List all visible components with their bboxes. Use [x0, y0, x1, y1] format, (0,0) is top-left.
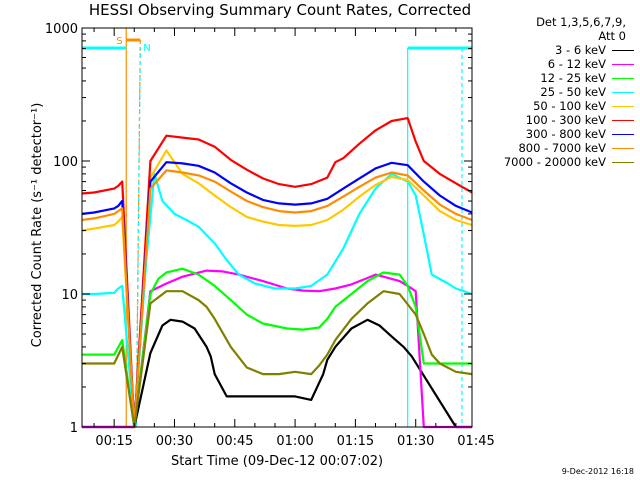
legend-swatch — [612, 49, 634, 51]
x-tick-label: 00:45 — [216, 434, 253, 449]
y-tick-label: 1 — [70, 421, 78, 436]
legend-entry-label: 12 - 25 keV — [540, 71, 606, 85]
legend-swatch — [612, 147, 634, 149]
legend-swatch — [612, 63, 634, 65]
x-tick-label: 00:30 — [156, 434, 193, 449]
y-tick-label: 1000 — [45, 22, 78, 37]
x-axis-label: Start Time (09-Dec-12 00:07:02) — [170, 454, 384, 469]
saa-label: S — [116, 36, 122, 47]
series-line-0 — [82, 318, 472, 429]
legend-entry-label: 25 - 50 keV — [540, 85, 606, 99]
legend-entry-label: 50 - 100 keV — [533, 99, 606, 113]
legend-entry: 6 - 12 keV — [488, 57, 634, 71]
chart-title: HESSI Observing Summary Count Rates, Cor… — [88, 1, 472, 19]
night-label: N — [143, 43, 150, 54]
legend-swatch — [612, 133, 634, 135]
legend-entry: 3 - 6 keV — [488, 43, 634, 57]
legend-entry-label: 100 - 300 keV — [525, 113, 606, 127]
legend-entry: 800 - 7000 keV — [488, 141, 634, 155]
legend-header-line-2: Att 0 — [598, 29, 626, 43]
legend-entry-label: 6 - 12 keV — [547, 57, 606, 71]
legend-swatch — [612, 91, 634, 93]
legend-swatch — [612, 77, 634, 79]
y-tick-label: 100 — [53, 155, 78, 170]
legend-swatch — [612, 105, 634, 107]
legend-entry: 7000 - 20000 keV — [488, 155, 634, 169]
legend-entry-label: 7000 - 20000 keV — [503, 155, 606, 169]
plot-frame — [81, 27, 473, 428]
x-tick-label: 01:30 — [397, 434, 434, 449]
legend-entry: 50 - 100 keV — [488, 99, 634, 113]
legend-swatch — [612, 119, 634, 121]
x-tick-label: 00:15 — [95, 434, 132, 449]
night-end-line-1 — [135, 47, 141, 428]
legend-entry: 300 - 800 keV — [488, 127, 634, 141]
legend-header-line-1: Det 1,3,5,6,7,9, — [536, 15, 626, 29]
x-tick-label: 01:15 — [337, 434, 374, 449]
legend-entry: 100 - 300 keV — [488, 113, 634, 127]
legend: Det 1,3,5,6,7,9, Att 0 3 - 6 keV 6 - 12 k… — [488, 15, 634, 169]
legend-entry-label: 300 - 800 keV — [525, 127, 606, 141]
x-tick-label: 01:00 — [276, 434, 313, 449]
legend-entry-label: 3 - 6 keV — [555, 43, 606, 57]
legend-entry: 12 - 25 keV — [488, 71, 634, 85]
legend-entry-label: 800 - 7000 keV — [518, 141, 606, 155]
legend-swatch — [612, 161, 634, 163]
legend-entry: 25 - 50 keV — [488, 85, 634, 99]
y-axis-label: Corrected Count Rate (s⁻¹ detector⁻¹) — [30, 102, 45, 348]
generation-timestamp: 9-Dec-2012 16:18 — [561, 467, 634, 476]
series-line-8 — [82, 290, 473, 429]
y-tick-label: 10 — [61, 288, 78, 303]
x-tick-label: 01:45 — [457, 434, 494, 449]
series-line-7 — [81, 169, 473, 429]
series-line-2 — [82, 267, 472, 429]
